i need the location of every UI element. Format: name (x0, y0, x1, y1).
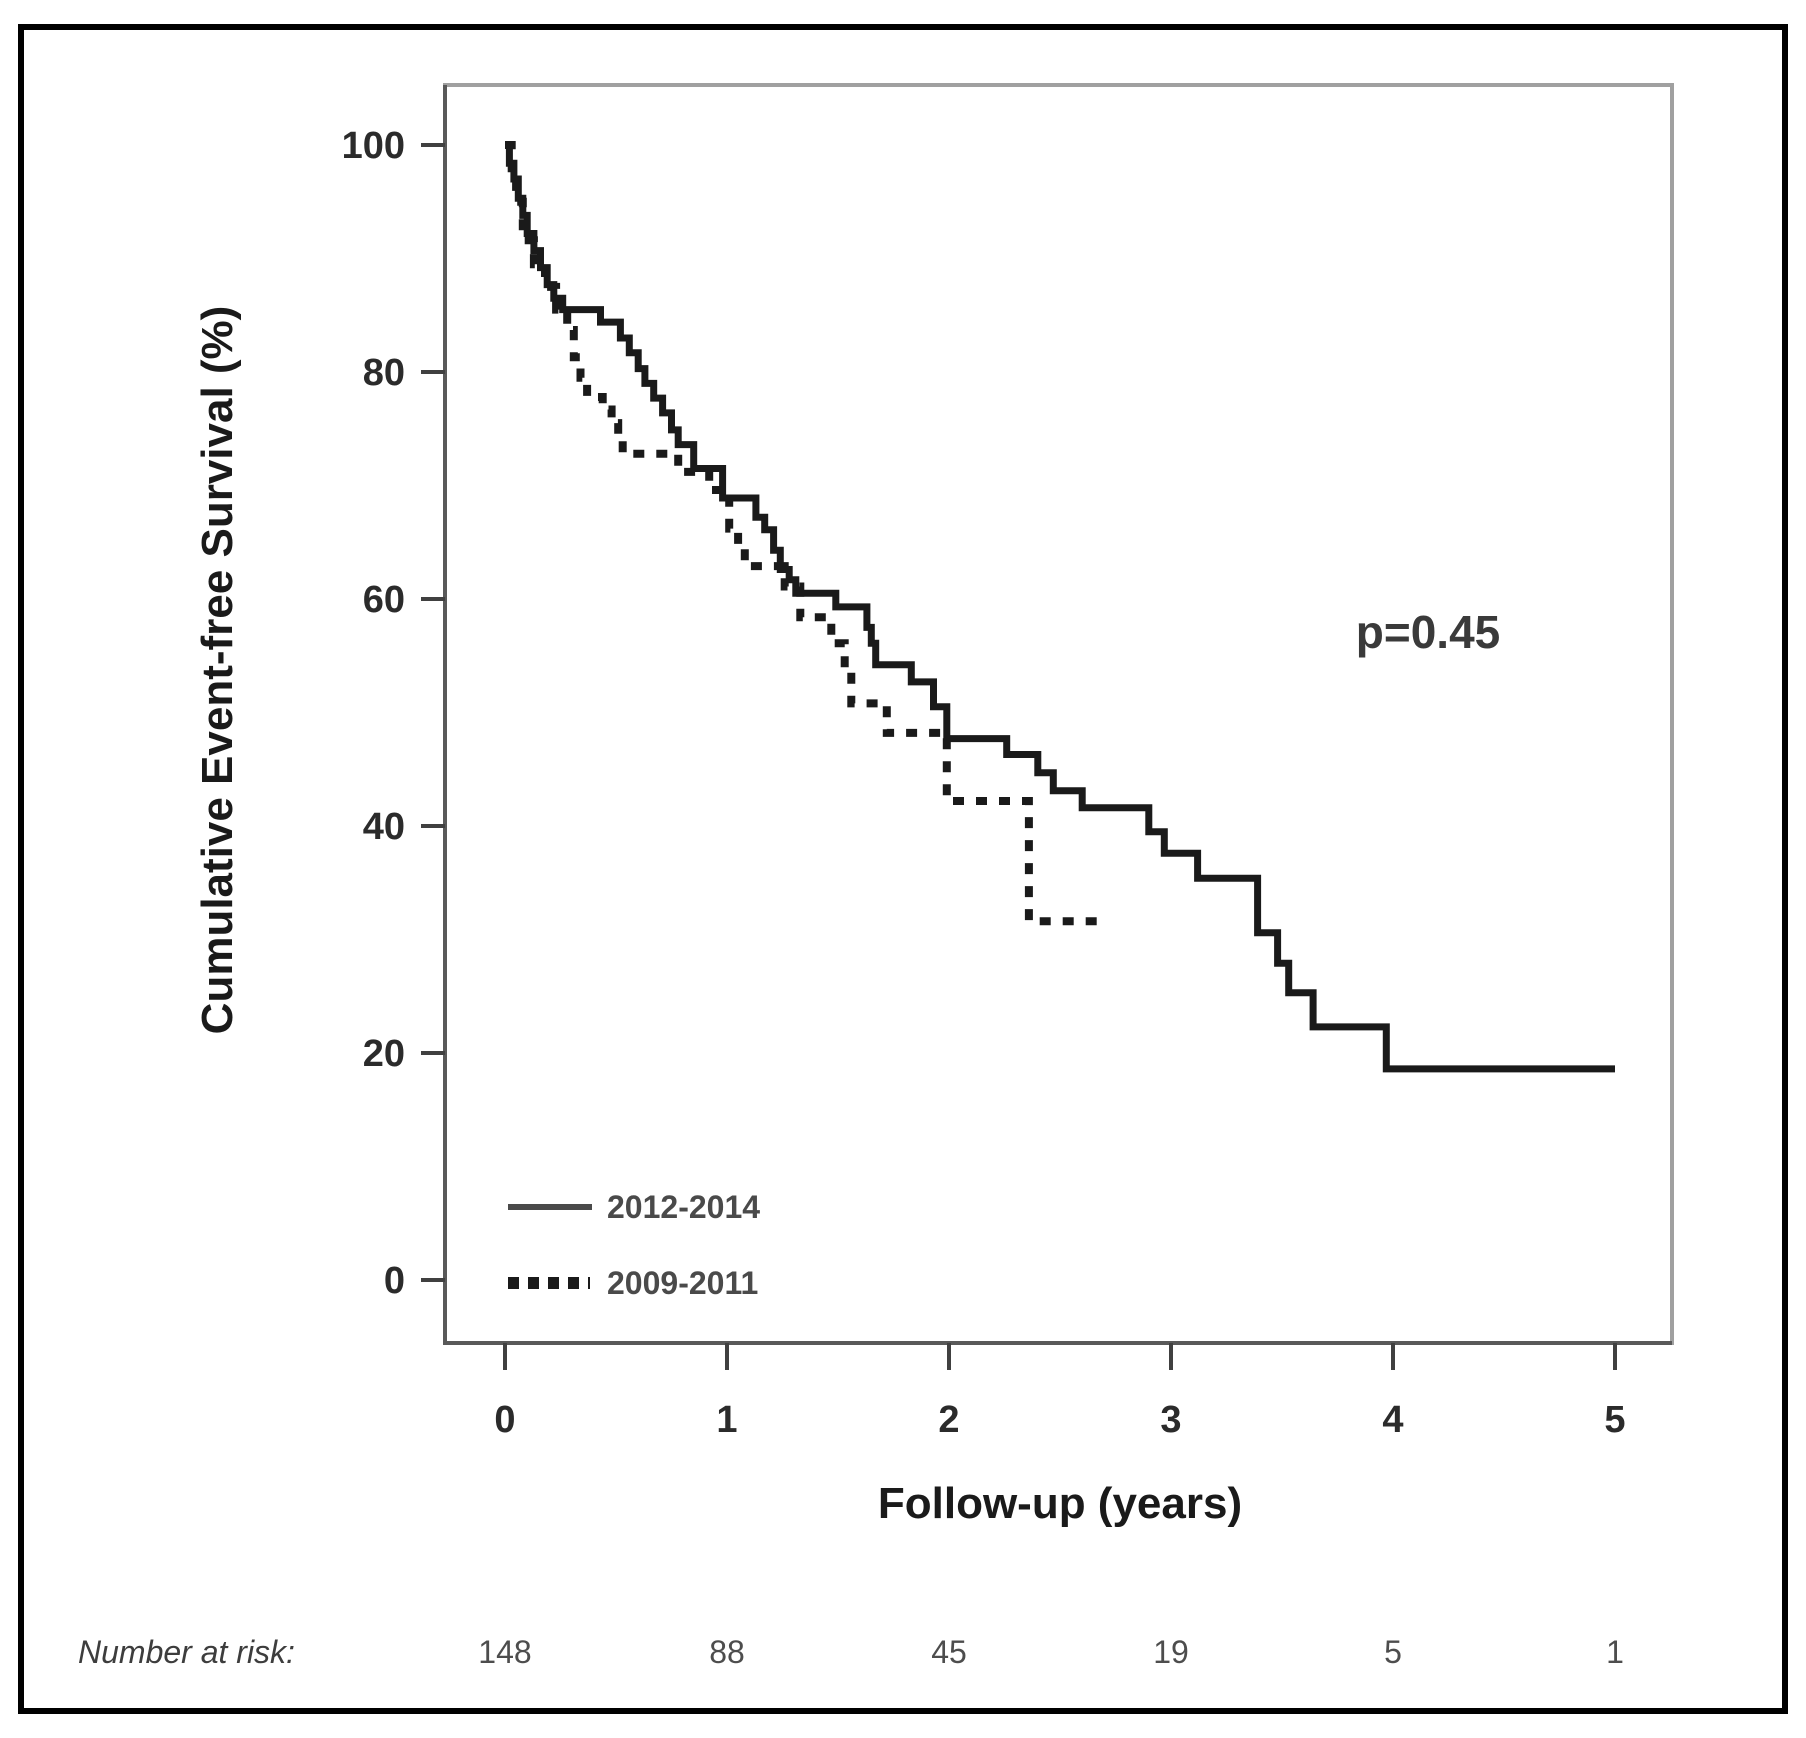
number-at-risk-row: Number at risk: 148 88 45 19 5 1 (78, 1634, 1624, 1670)
number-at-risk-value: 45 (931, 1634, 967, 1670)
x-tick-label: 3 (1160, 1399, 1181, 1441)
chart-legend: 2012-2014 2009-2011 (508, 1189, 760, 1301)
p-value-annotation: p=0.45 (1356, 606, 1501, 658)
y-tick-label: 100 (342, 125, 405, 167)
legend-label-2012-2014: 2012-2014 (607, 1189, 760, 1225)
y-tick-label: 40 (363, 806, 405, 848)
legend-label-2009-2011: 2009-2011 (607, 1265, 758, 1301)
y-axis-title: Cumulative Event-free Survival (%) (193, 306, 242, 1035)
x-axis-title: Follow-up (years) (878, 1479, 1242, 1528)
km-curve-2009-2011 (505, 141, 1100, 926)
plot-area-box (443, 83, 1674, 1345)
x-tick-label: 2 (938, 1399, 959, 1441)
figure-border (18, 24, 1788, 1714)
y-tick-label: 80 (363, 352, 405, 394)
x-tick-label: 5 (1604, 1399, 1625, 1441)
y-tick-label: 20 (363, 1033, 405, 1075)
number-at-risk-value: 5 (1384, 1634, 1402, 1670)
number-at-risk-label: Number at risk: (78, 1634, 295, 1670)
number-at-risk-value: 1 (1606, 1634, 1624, 1670)
x-tick-label: 1 (716, 1399, 737, 1441)
number-at-risk-value: 148 (478, 1634, 531, 1670)
y-tick-label: 0 (384, 1260, 405, 1302)
x-axis-ticks (503, 1343, 1617, 1370)
x-axis-tick-labels: 0 1 2 3 4 5 (494, 1399, 1625, 1441)
number-at-risk-value: 88 (709, 1634, 745, 1670)
x-tick-label: 0 (494, 1399, 515, 1441)
y-axis-ticks (421, 143, 445, 1282)
y-axis-tick-labels: 100 80 60 40 20 0 (342, 125, 405, 1302)
y-tick-label: 60 (363, 579, 405, 621)
x-tick-label: 4 (1382, 1399, 1403, 1441)
number-at-risk-value: 19 (1153, 1634, 1189, 1670)
